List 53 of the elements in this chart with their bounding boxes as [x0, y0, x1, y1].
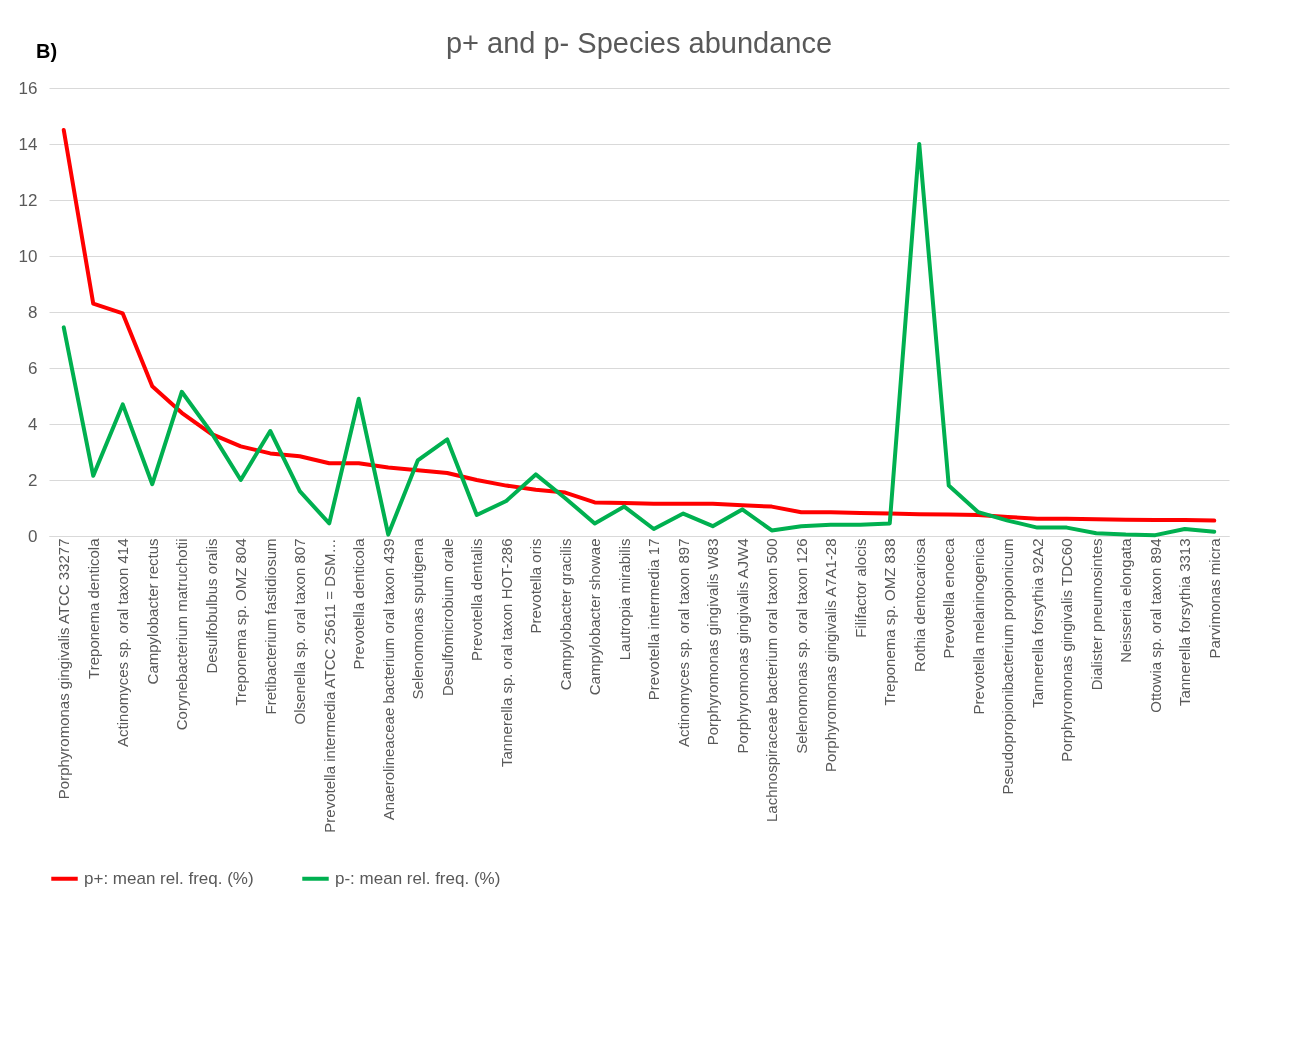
x-tick-label: Rothia dentocariosa	[910, 537, 928, 672]
y-tick-label: 8	[28, 302, 38, 322]
x-tick-label: Fretibacterium fastidiosum	[261, 538, 279, 715]
x-tick-label: Porphyromonas gingivalis AJW4	[733, 538, 751, 754]
x-tick-label: Campylobacter gracilis	[556, 538, 574, 691]
legend-label: p+: mean rel. freq. (%)	[84, 868, 254, 888]
y-tick-label: 12	[18, 190, 38, 210]
x-tick-label: Lachnospiraceae bacterium oral taxon 500	[763, 538, 781, 823]
y-tick-label: 6	[28, 358, 38, 378]
x-tick-label: Desulfobulbus oralis	[202, 538, 220, 674]
x-tick-label: Prevotella denticola	[350, 537, 368, 670]
y-tick-label: 2	[28, 470, 38, 490]
x-tick-label: Prevotella melaninogenica	[969, 537, 987, 715]
y-tick-label: 16	[18, 78, 38, 98]
x-tick-label: Selenomonas sp. oral taxon 126	[792, 538, 810, 754]
x-tick-label: Desulfomicrobium orale	[438, 538, 456, 697]
x-tick-label: Prevotella intermedia ATCC 25611 = DSM…	[320, 538, 338, 833]
x-tick-label: Tannerella forsythia 3313	[1176, 538, 1194, 707]
x-tick-label: Anaerolineaceae bacterium oral taxon 439	[379, 538, 397, 821]
x-tick-label: Filifactor alocis	[851, 538, 869, 638]
x-tick-label: Prevotella oris	[527, 538, 545, 634]
x-tick-label: Corynebacterium matruchotii	[173, 538, 191, 731]
legend-label: p-: mean rel. freq. (%)	[335, 868, 501, 888]
x-tick-label: Campylobacter showae	[586, 538, 604, 696]
x-tick-label: Porphyromonas gingivalis W83	[704, 538, 722, 746]
y-tick-label: 4	[28, 414, 38, 434]
x-tick-label: Tannerella sp. oral taxon HOT-286	[497, 538, 515, 767]
x-tick-label: Treponema sp. OMZ 838	[881, 538, 899, 706]
x-tick-label: Dialister pneumosintes	[1087, 538, 1105, 691]
x-tick-label: Prevotella intermedia 17	[645, 538, 663, 701]
x-tick-label: Ottowia sp. oral taxon 894	[1146, 538, 1164, 713]
x-tick-label: Lautropia mirabilis	[615, 538, 633, 661]
x-tick-label: Parvimonas micra	[1205, 537, 1223, 659]
chart-title: p+ and p- Species abundance	[445, 27, 833, 59]
y-tick-label: 10	[18, 246, 38, 266]
x-tick-label: Porphyromonas gingivalis ATCC 33277	[55, 538, 73, 800]
text: B)	[36, 40, 58, 63]
y-tick-label: 14	[18, 134, 38, 154]
x-tick-label: Olsenella sp. oral taxon 807	[291, 538, 309, 725]
x-tick-label: Campylobacter rectus	[143, 538, 161, 685]
x-tick-label: Prevotella dentalis	[468, 538, 486, 662]
x-tick-label: Porphyromonas gingivalis TDC60	[1058, 538, 1076, 762]
x-tick-label: Selenomonas sputigena	[409, 537, 427, 700]
y-tick-label: 0	[28, 526, 38, 546]
x-tick-label: Treponema sp. OMZ 804	[232, 538, 250, 706]
x-tick-label: Neisseria elongata	[1117, 537, 1135, 663]
x-tick-label: Treponema denticola	[84, 537, 102, 679]
x-tick-label: Porphyromonas gingivalis A7A1-28	[822, 538, 840, 772]
x-tick-label: Prevotella enoeca	[940, 537, 958, 659]
x-tick-label: Actinomyces sp. oral taxon 897	[674, 538, 692, 747]
x-tick-label: Actinomyces sp. oral taxon 414	[114, 538, 132, 747]
x-tick-label: Pseudopropionibacterium propionicum	[999, 538, 1017, 795]
x-tick-label: Tannerella forsythia 92A2	[1028, 538, 1046, 708]
